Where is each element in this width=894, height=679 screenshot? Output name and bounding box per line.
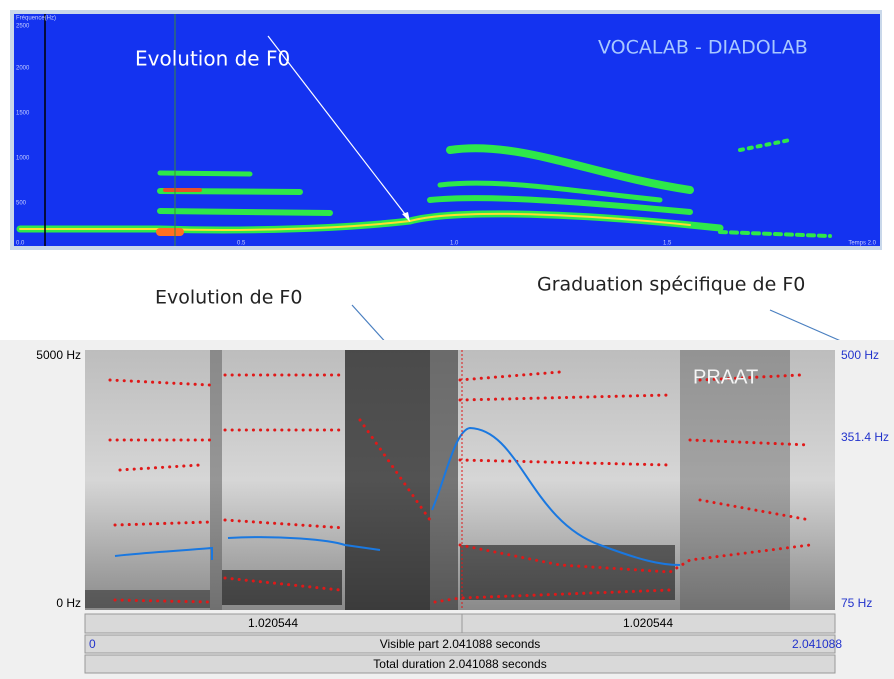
top-spectrogram [14, 14, 880, 246]
annotation-arrow [769, 309, 851, 346]
formant-tracks [108, 370, 812, 604]
f0-axis-label: 500 Hz [841, 348, 879, 362]
annotation-arrow [267, 35, 409, 219]
axis-label: 0 Hz [56, 596, 81, 610]
ruler-label[interactable]: 1.020544 [623, 616, 673, 630]
brand: PRAAT [693, 366, 758, 388]
axis-label: 5000 Hz [36, 348, 81, 362]
y-tick-label: 2000 [16, 66, 30, 72]
ruler-start: 0 [89, 637, 96, 651]
y-tick-label: 2500 [16, 24, 30, 30]
y-tick-label: 0.0 [16, 241, 25, 247]
y-tick-label: 500 [16, 201, 27, 207]
y-axis-title: Fréquence(Hz) [16, 16, 56, 22]
ruler-label[interactable]: 1.020544 [248, 616, 298, 630]
f0-axis-label: 75 Hz [841, 596, 872, 610]
arrow-head [402, 212, 410, 222]
ruler-label[interactable]: Total duration 2.041088 seconds [373, 657, 546, 671]
x-tick-label: 1.0 [450, 241, 459, 247]
brand: VOCALAB - DIADOLAB [598, 37, 808, 59]
ruler [84, 613, 836, 674]
y-tick-label: 1000 [16, 156, 30, 162]
y-tick-label: 1500 [16, 111, 30, 117]
f0-axis-label: 351.4 Hz [841, 430, 889, 444]
x-tick-label: 1.5 [663, 241, 672, 247]
f0-curve [114, 426, 681, 566]
annotation: Evolution de F0 [155, 287, 302, 309]
graduation-note: Graduation spécifique de F0 [537, 274, 805, 296]
ruler-label[interactable]: Visible part 2.041088 seconds [380, 637, 541, 651]
x-tick-label: 0.5 [237, 241, 246, 247]
x-axis-title: Temps 2.0 [848, 241, 876, 247]
spectral-shading [85, 350, 790, 610]
annotation: Evolution de F0 [135, 47, 290, 71]
ruler-end: 2.041088 [792, 637, 842, 651]
